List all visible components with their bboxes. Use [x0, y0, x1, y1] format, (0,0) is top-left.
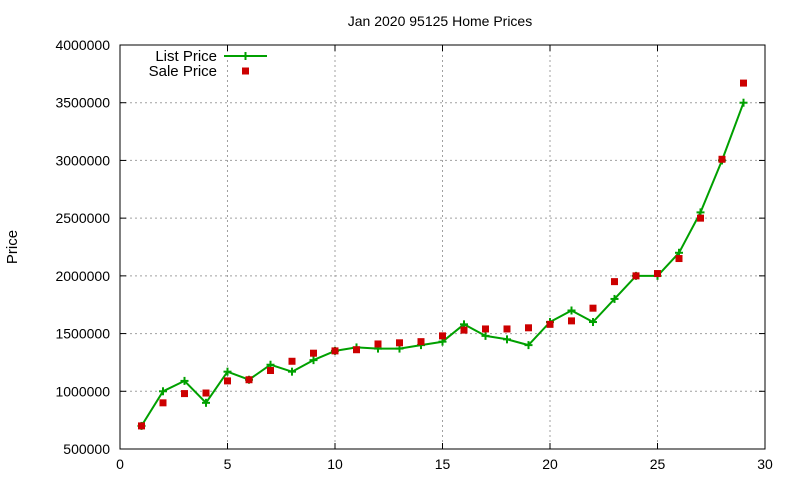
- sale-price-point: [482, 325, 489, 333]
- sale-price-point: [675, 255, 683, 263]
- legend-marker-list-price: [241, 52, 250, 60]
- sale-price-point: [288, 357, 296, 365]
- y-axis-label: Price: [4, 230, 21, 264]
- sale-price-point: [546, 320, 554, 328]
- sale-price-series: [138, 79, 747, 430]
- y-tick-label: 3000000: [55, 152, 110, 168]
- sale-price-point: [611, 278, 618, 286]
- sale-price-point: [202, 389, 210, 397]
- y-tick-label: 1500000: [55, 326, 110, 342]
- sale-price-point: [181, 390, 188, 398]
- x-tick-label: 5: [224, 456, 232, 472]
- list-price-point: [180, 376, 189, 385]
- x-tick-label: 25: [650, 456, 666, 472]
- y-tick-label: 500000: [63, 441, 110, 457]
- x-tick-label: 20: [542, 456, 558, 472]
- sale-price-point: [503, 325, 511, 333]
- sale-price-point: [568, 317, 575, 325]
- sale-price-point: [525, 324, 532, 332]
- list-price-point: [309, 356, 318, 365]
- y-tick-label: 2000000: [55, 268, 110, 284]
- list-price-point: [503, 335, 511, 344]
- legend-label-sale-price: Sale Price: [149, 63, 217, 80]
- sale-price-point: [224, 377, 231, 385]
- y-tick-label: 2500000: [55, 210, 110, 226]
- list-price-point: [202, 398, 210, 407]
- list-price-point: [223, 367, 232, 376]
- x-axis: 0 5 10 15 20 25 30: [116, 45, 773, 472]
- chart-title: Jan 2020 95125 Home Prices: [348, 13, 532, 29]
- sale-price-point: [439, 332, 446, 340]
- sale-price-point: [310, 349, 317, 357]
- sale-price-point: [632, 272, 640, 280]
- sale-price-point: [697, 214, 704, 222]
- y-tick-label: 1000000: [55, 383, 110, 399]
- x-tick-label: 15: [435, 456, 451, 472]
- sale-price-point: [353, 346, 360, 354]
- x-tick-label: 10: [327, 456, 343, 472]
- sale-price-point: [718, 155, 726, 163]
- list-price-point: [159, 387, 167, 396]
- series-layer: [137, 79, 748, 430]
- list-price-point: [567, 306, 576, 315]
- y-tick-label: 4000000: [55, 37, 110, 53]
- sale-price-point: [740, 79, 747, 87]
- list-price-point: [288, 367, 296, 376]
- sale-price-point: [267, 367, 274, 375]
- x-tick-label: 30: [757, 456, 773, 472]
- y-axis: 500000 1000000 1500000 2000000 2500000 300000…: [55, 37, 765, 457]
- x-tick-label: 0: [116, 456, 124, 472]
- sale-price-point: [589, 304, 597, 312]
- sale-price-point: [159, 399, 167, 407]
- sale-price-point: [460, 326, 468, 334]
- list-price-point: [481, 331, 490, 340]
- list-price-point: [589, 318, 597, 327]
- list-price-point: [524, 341, 533, 350]
- sale-price-point: [396, 339, 403, 347]
- sale-price-point: [374, 340, 382, 348]
- sale-price-point: [331, 347, 339, 355]
- legend-label-list-price: List Price: [155, 48, 217, 65]
- list-price-point: [610, 294, 619, 303]
- y-tick-label: 3500000: [55, 95, 110, 111]
- sale-price-point: [654, 270, 661, 278]
- sale-price-point: [417, 338, 425, 346]
- sale-price-point: [245, 376, 253, 384]
- legend-marker-sale-price: [242, 67, 249, 75]
- sale-price-point: [138, 422, 145, 430]
- list-price-point: [739, 98, 748, 107]
